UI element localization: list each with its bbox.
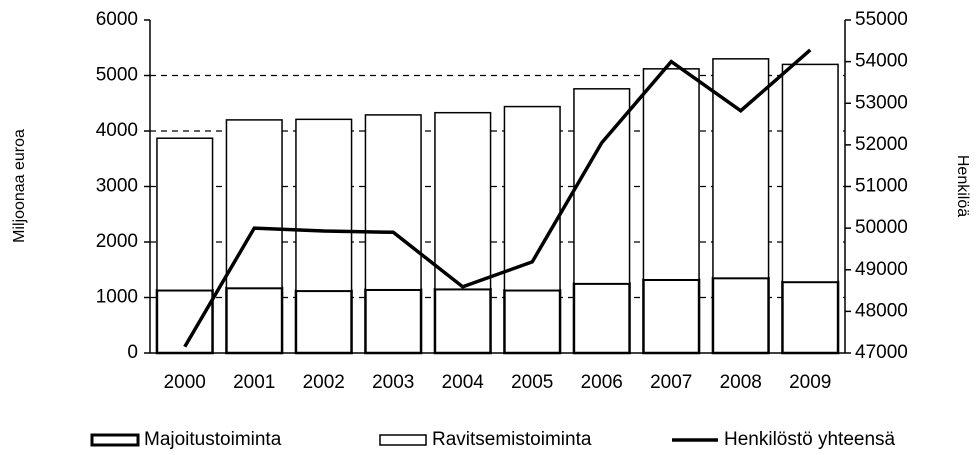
x-tick-label: 2006 <box>581 372 623 393</box>
bar <box>433 287 492 355</box>
bar <box>642 278 701 355</box>
bar <box>781 280 840 355</box>
x-tick-label: 2005 <box>511 372 553 393</box>
y2-tick-label: 53000 <box>855 92 908 113</box>
y2-tick-label: 49000 <box>855 259 908 280</box>
x-tick-label: 2009 <box>789 372 831 393</box>
bar <box>503 289 562 355</box>
legend-swatch <box>90 433 140 447</box>
y2-tick-label: 51000 <box>855 176 908 197</box>
y2-tick-label: 54000 <box>855 51 908 72</box>
y-tick-label: 5000 <box>96 65 138 86</box>
x-tick-label: 2004 <box>442 372 485 393</box>
legend-label: Majoitustoiminta <box>144 429 282 450</box>
bar <box>364 114 422 291</box>
x-tick-label: 2007 <box>650 372 692 393</box>
y-tick-label: 1000 <box>96 287 138 308</box>
y-tick-label: 3000 <box>96 176 138 197</box>
bar <box>642 68 700 281</box>
legend-label: Henkilöstö yhteensä <box>724 429 896 450</box>
x-tick-label: 2001 <box>233 372 275 393</box>
y-tick-label: 0 <box>127 342 138 363</box>
y2-tick-label: 50000 <box>855 217 908 238</box>
line-series <box>183 48 812 348</box>
x-tick-label: 2002 <box>303 372 345 393</box>
x-tick-label: 2000 <box>164 372 206 393</box>
y2-tick-label: 48000 <box>855 300 908 321</box>
legend-label: Ravitsemistoiminta <box>432 429 592 450</box>
y-axis-title: Miljoonaa euroa <box>11 129 28 243</box>
y2-tick-label: 55000 <box>855 9 908 30</box>
bar <box>781 63 839 283</box>
legend-swatch <box>379 434 427 446</box>
y2-axis-title: Henkilöä <box>954 155 971 217</box>
bar <box>572 282 631 355</box>
x-tick-label: 2008 <box>720 372 762 393</box>
y-tick-label: 2000 <box>96 231 138 252</box>
bar <box>295 118 353 292</box>
y2-tick-label: 47000 <box>855 342 908 363</box>
y2-tick-label: 52000 <box>855 134 908 155</box>
y-tick-label: 6000 <box>96 9 138 30</box>
bar <box>225 286 284 355</box>
bar <box>434 111 492 290</box>
bar <box>156 137 214 292</box>
bar <box>711 276 770 355</box>
x-tick-label: 2003 <box>372 372 414 393</box>
bar <box>364 288 423 355</box>
bar <box>294 289 353 355</box>
y-tick-label: 4000 <box>96 120 138 141</box>
